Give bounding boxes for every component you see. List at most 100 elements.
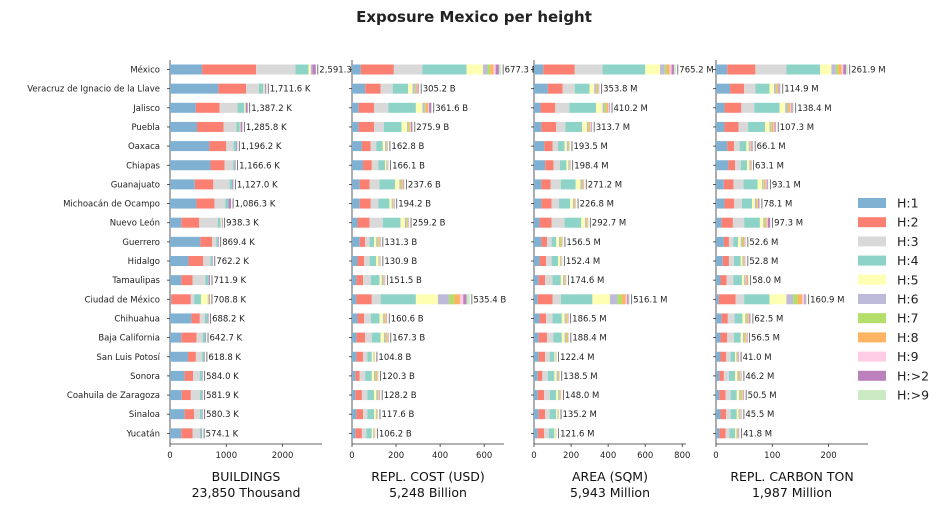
bar-segment: [750, 313, 751, 324]
bar-segment: [549, 390, 557, 401]
bar-segment: [746, 275, 748, 286]
bar-segment: [744, 332, 746, 343]
bar-segment: [740, 370, 742, 381]
bar-segment: [369, 256, 377, 266]
bar-segment: [546, 256, 552, 266]
bar-segment: [745, 236, 746, 247]
legend-label: H:7: [897, 311, 919, 326]
bar-segment: [233, 141, 237, 152]
bar-segment: [400, 179, 402, 190]
bar-segment: [534, 141, 545, 152]
bar-segment: [622, 294, 626, 305]
bar-segment: [559, 390, 561, 401]
category-label: Sonora: [130, 372, 160, 382]
bar-segment: [193, 370, 200, 381]
bar-segment: [738, 351, 740, 362]
bar-segment: [754, 102, 780, 113]
bar-segment: [743, 332, 745, 343]
bar-value-label: 166.1 B: [392, 161, 425, 171]
x-tick-label: 200: [388, 451, 404, 461]
bar-segment: [556, 121, 566, 132]
legend-label: H:3: [897, 234, 919, 249]
bar-segment: [352, 160, 364, 171]
bar-segment: [778, 83, 780, 94]
bar-segment: [747, 313, 749, 324]
bar-segment: [352, 217, 358, 228]
bar-segment: [212, 236, 217, 247]
bar-segment: [534, 294, 538, 305]
bar-segment: [566, 160, 569, 171]
bar-segment: [400, 217, 405, 228]
bar-segment: [745, 313, 747, 324]
bar-segment: [359, 370, 366, 381]
bar-value-label: 106.2 B: [379, 429, 412, 439]
bar-segment: [352, 198, 360, 209]
bar-segment: [363, 275, 371, 286]
bar-segment: [370, 141, 377, 152]
bar-segment: [738, 428, 740, 439]
bar-segment: [740, 332, 744, 343]
bar-segment: [769, 83, 774, 94]
bar-segment: [170, 121, 198, 132]
bar-segment: [723, 179, 734, 190]
bar-value-label: 114.9 M: [784, 85, 818, 95]
bar-segment: [730, 83, 745, 94]
bar-segment: [386, 313, 387, 324]
bar-segment: [540, 102, 556, 113]
bar-segment: [741, 102, 755, 113]
bar-segment: [310, 64, 313, 75]
bar-segment: [537, 370, 543, 381]
bar-segment: [730, 390, 737, 401]
bar-segment: [171, 294, 191, 305]
bar-value-label: 138.5 M: [563, 372, 597, 382]
bar-value-label: 1,127.0 K: [237, 180, 278, 190]
bar-segment: [352, 428, 356, 439]
bar-value-label: 762.2 K: [216, 257, 249, 267]
bar-segment: [560, 179, 576, 190]
bar-segment: [546, 313, 553, 324]
panel-total: 23,850 Thousand: [192, 485, 301, 500]
bar-segment: [567, 141, 569, 152]
bar-segment: [422, 64, 467, 75]
bar-segment: [407, 121, 409, 132]
bar-segment: [237, 102, 245, 113]
bar-segment: [552, 313, 562, 324]
bar-segment: [352, 256, 358, 266]
bar-segment: [534, 236, 542, 247]
bar-segment: [393, 64, 423, 75]
category-label: Oaxaca: [128, 142, 160, 152]
bar-segment: [749, 141, 751, 152]
bar-value-label: 237.6 B: [408, 180, 441, 190]
bar-segment: [736, 351, 737, 362]
bar-segment: [716, 313, 722, 324]
bar-segment: [308, 64, 311, 75]
bar-segment: [414, 83, 416, 94]
bar-segment: [556, 370, 558, 381]
bar-value-label: 584.0 K: [206, 372, 239, 382]
bar-segment: [617, 294, 623, 305]
bar-segment: [738, 409, 740, 420]
bar-segment: [666, 64, 670, 75]
bar-segment: [555, 102, 570, 113]
bar-segment: [407, 217, 408, 228]
bar-segment: [170, 217, 182, 228]
bar-segment: [376, 370, 378, 381]
bar-segment: [212, 256, 213, 266]
bar-segment: [170, 179, 195, 190]
bar-segment: [553, 332, 562, 343]
bar-segment: [218, 83, 246, 94]
bar-segment: [586, 217, 588, 228]
bar-segment: [574, 198, 576, 209]
bar-segment: [775, 121, 777, 132]
bar-segment: [375, 370, 377, 381]
bar-segment: [743, 236, 745, 247]
bar-segment: [352, 332, 357, 343]
bar-segment: [538, 332, 547, 343]
bar-segment: [550, 179, 561, 190]
bar-segment: [749, 160, 750, 171]
bar-segment: [739, 141, 747, 152]
bar-segment: [495, 64, 499, 75]
bar-segment: [358, 121, 375, 132]
bar-segment: [575, 179, 581, 190]
panel-1: 0 1000 2000 2,591.3 K 1,711.6 K 1,387.2 K 1,28…: [167, 60, 360, 500]
